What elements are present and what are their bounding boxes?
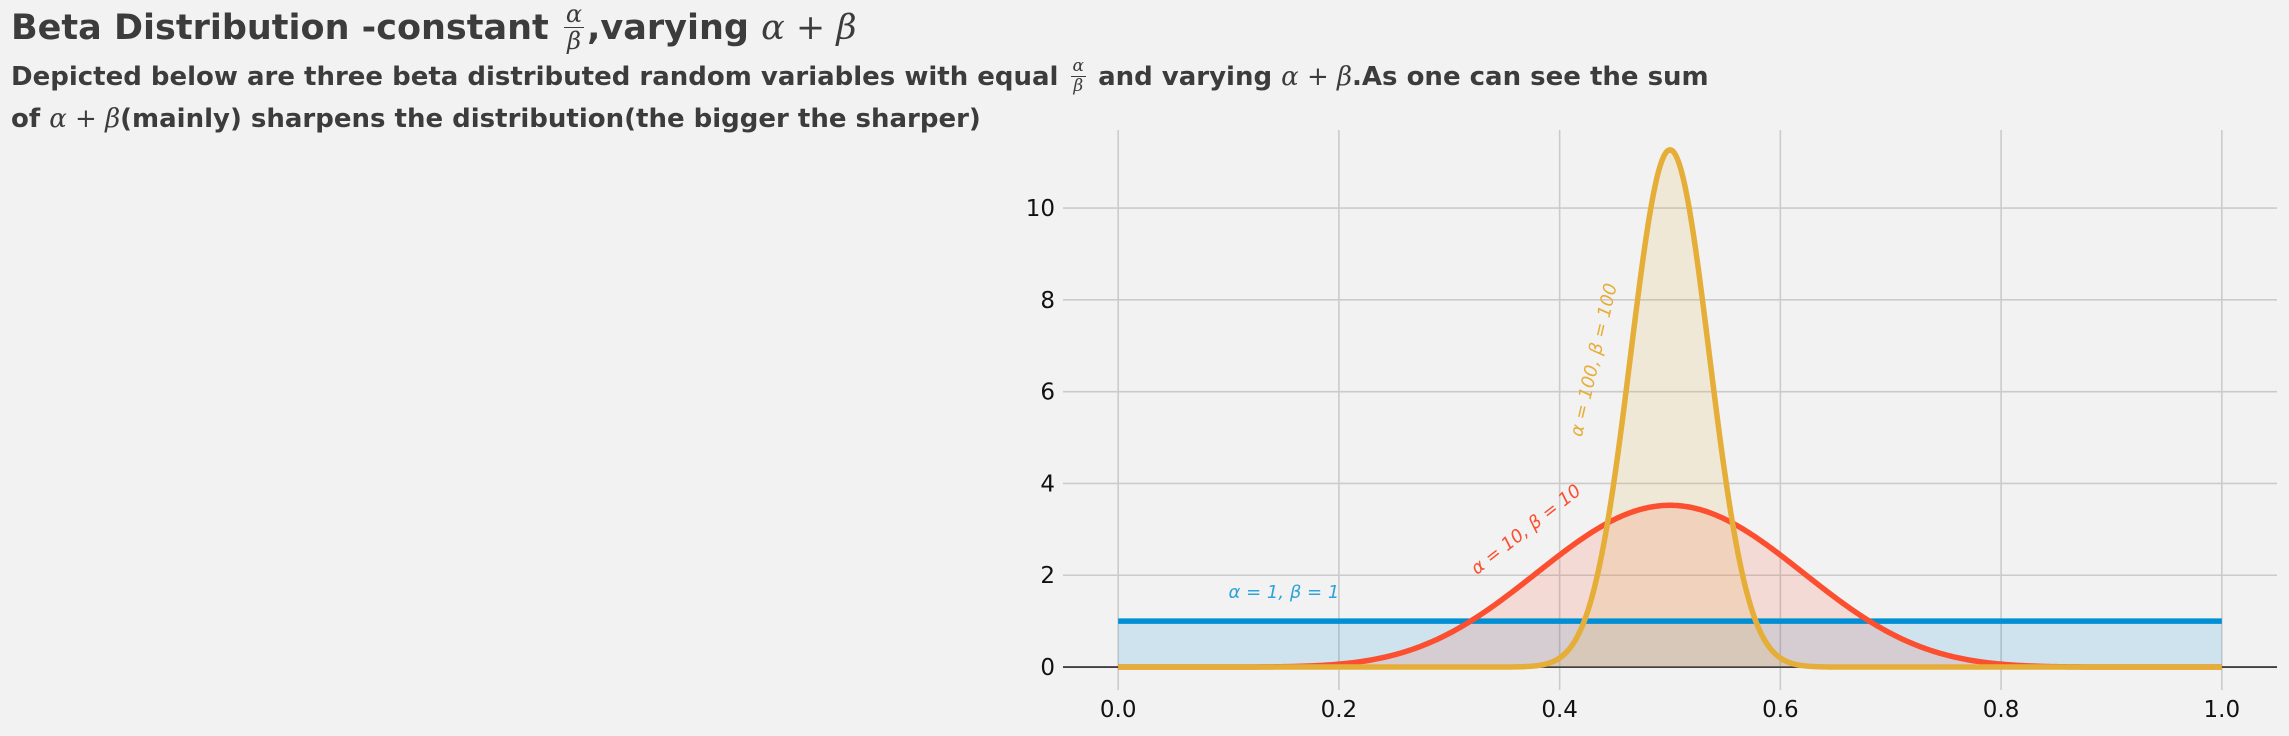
series-line-2: [1117, 147, 2223, 670]
subtitle-2-prefix: of: [11, 104, 50, 134]
subtitle-fraction: α β: [1070, 56, 1087, 96]
series-label-0: α = 1, β = 1: [1229, 582, 1340, 603]
series-area-1: [1118, 505, 2222, 668]
series-label-2: α = 100, β = 100: [1566, 281, 1622, 438]
x-tick-label: 0.4: [1541, 697, 1578, 723]
title-fraction: α β: [563, 0, 585, 55]
subtitle-1-prefix: Depicted below are three beta distribute…: [11, 61, 1068, 92]
y-tick-label: 2: [1040, 563, 1055, 589]
title-fraction-numerator: α: [563, 0, 585, 28]
subtitle-1-middle: and varying: [1089, 61, 1282, 92]
subtitle-fraction-denominator: β: [1073, 76, 1084, 96]
y-tick-label: 10: [1026, 196, 1055, 222]
subtitle-1-math: α + β: [1281, 61, 1353, 92]
chart-subtitle-line-1: Depicted below are three beta distribute…: [11, 58, 1709, 95]
subtitle-1-suffix: .As one can see the sum: [1352, 61, 1709, 92]
subtitle-2-math: α + β: [49, 104, 121, 134]
subtitle-2-suffix: (mainly) sharpens the distribution(the b…: [120, 104, 981, 134]
x-tick-label: 0.8: [1983, 697, 2020, 723]
title-prefix: Beta Distribution -constant: [11, 7, 561, 48]
title-math: α + β: [761, 7, 857, 48]
title-middle: ,varying: [587, 7, 762, 48]
subtitle-fraction-numerator: α: [1070, 56, 1087, 77]
chart-subtitle-line-2: of α + β (mainly) sharpens the distribut…: [11, 104, 981, 134]
x-tick-label: 1.0: [2204, 697, 2241, 723]
y-tick-label: 0: [1040, 655, 1055, 681]
y-tick-label: 6: [1040, 380, 1055, 406]
y-tick-label: 4: [1040, 471, 1055, 497]
y-tick-label: 8: [1040, 288, 1055, 314]
x-tick-label: 0.2: [1321, 697, 1358, 723]
x-tick-label: 0.0: [1100, 697, 1137, 723]
title-fraction-denominator: β: [567, 27, 581, 55]
chart-title: Beta Distribution -constant α β ,varying…: [11, 2, 857, 53]
x-tick-label: 0.6: [1762, 697, 1799, 723]
series-area-2: [1118, 149, 2222, 668]
